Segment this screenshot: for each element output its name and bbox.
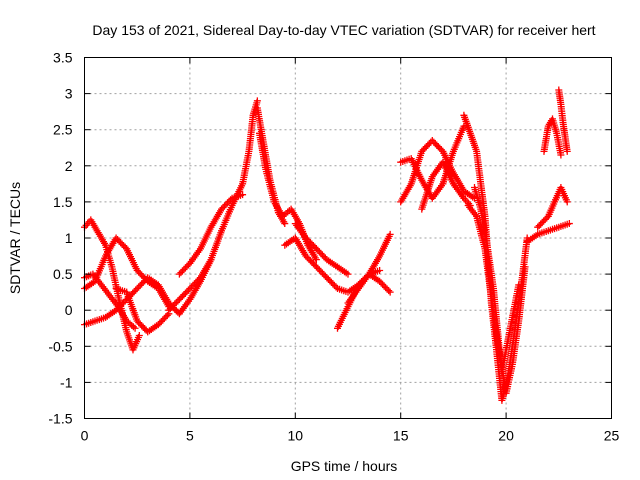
x-axis-label: GPS time / hours (291, 458, 398, 474)
plus-markers (165, 97, 261, 314)
x-tick-labels: 0 5 10 15 20 25 (81, 428, 620, 444)
y-tick-label: 3.5 (53, 50, 73, 66)
series-t10 (281, 230, 394, 296)
plus-markers (281, 230, 394, 296)
x-tick-label: 20 (498, 428, 514, 444)
series-t5 (112, 285, 173, 336)
series-t11 (291, 220, 352, 278)
y-tick-label: 3 (65, 86, 73, 102)
series-t23 (555, 86, 571, 155)
y-tick-label: -0.5 (48, 338, 72, 354)
series-t6 (165, 97, 261, 314)
y-tick-label: 0.5 (53, 266, 73, 282)
plus-markers (418, 158, 474, 213)
plus-markers (464, 202, 523, 376)
data-points (81, 86, 573, 404)
y-axis-label: SDTVAR / TECUs (7, 182, 23, 294)
plus-markers (523, 220, 573, 246)
x-tick-label: 25 (604, 428, 620, 444)
y-tick-label: 2.5 (53, 122, 73, 138)
series-t17 (460, 111, 531, 404)
series-t13 (334, 266, 384, 332)
plus-markers (534, 184, 571, 231)
series-t21 (534, 184, 571, 231)
x-tick-label: 5 (186, 428, 194, 444)
x-tick-label: 10 (288, 428, 304, 444)
plus-markers (334, 266, 384, 332)
plus-markers (112, 285, 173, 336)
y-tick-label: 1.5 (53, 194, 73, 210)
plus-markers (460, 111, 531, 404)
series-t20 (523, 220, 573, 246)
series-t22 (540, 115, 565, 159)
series-t7 (175, 191, 247, 278)
x-tick-label: 0 (81, 428, 89, 444)
plus-markers (175, 191, 247, 278)
y-tick-label: 0 (65, 302, 73, 318)
axis-ticks (84, 57, 612, 419)
y-tick-label: -1.5 (48, 411, 72, 427)
series-t19 (464, 202, 523, 376)
plus-markers (540, 115, 565, 159)
y-tick-labels: -1.5 -1 -0.5 0 0.5 1 1.5 2 2.5 3 3.5 (48, 50, 72, 427)
plus-markers (555, 86, 571, 155)
y-tick-label: 2 (65, 158, 73, 174)
plus-markers (291, 220, 352, 278)
chart-title: Day 153 of 2021, Sidereal Day-to-day VTE… (92, 22, 595, 38)
x-tick-label: 15 (393, 428, 409, 444)
y-tick-label: -1 (60, 374, 73, 390)
series-t16 (418, 158, 474, 213)
y-tick-label: 1 (65, 230, 73, 246)
